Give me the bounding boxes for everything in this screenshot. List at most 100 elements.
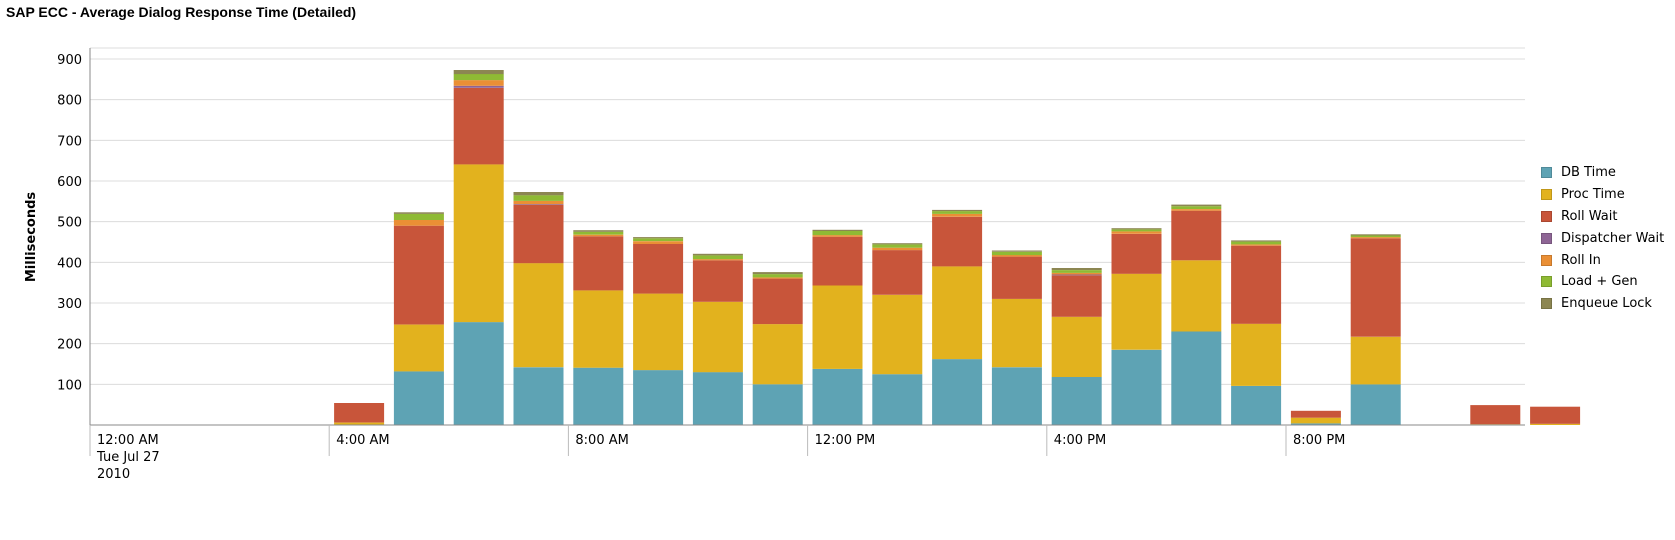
bar-segment-proc-time [991, 298, 1042, 368]
y-tick-label: 900 [57, 53, 82, 68]
bar-segment-roll-wait [991, 256, 1042, 299]
bar-segment-proc-time [752, 324, 803, 385]
bar-segment-roll-in [692, 259, 743, 261]
bar-segment-roll-in [991, 255, 1042, 257]
bar-segment-roll-in [812, 235, 863, 237]
bar-segment-db-time [1231, 386, 1282, 425]
bar-segment-db-time [1051, 377, 1102, 425]
legend-swatch [1541, 167, 1552, 179]
legend-item: Roll Wait [1541, 206, 1664, 228]
bar-segment-load-gen [752, 274, 803, 278]
bar-segment-db-time [692, 372, 743, 425]
bar-segment-roll-in [573, 234, 624, 237]
bar-segment-roll-wait [1231, 245, 1282, 324]
bar-segment-load-gen [573, 231, 624, 235]
legend-swatch [1541, 298, 1552, 310]
bar-segment-proc-time [1111, 273, 1162, 350]
y-axis-label: Milliseconds [24, 192, 39, 283]
bar-segment-load-gen [1111, 229, 1162, 232]
x-tick-label: 2010 [97, 467, 130, 482]
bar-segment-load-gen [633, 238, 684, 242]
bar-segment-enqueue-lock [1350, 234, 1401, 236]
bar-segment-roll-wait [334, 403, 385, 423]
y-tick-label: 600 [57, 175, 82, 190]
legend-item: DB Time [1541, 162, 1664, 184]
gridlines [90, 47, 1525, 385]
bar-segment-load-gen [393, 213, 444, 220]
axes [89, 48, 1525, 456]
bar-segment-db-time [1350, 384, 1401, 425]
bar-segment-roll-wait [453, 87, 504, 165]
bar-segment-enqueue-lock [453, 70, 504, 75]
bar-segment-roll-in [633, 241, 684, 244]
bar-segment-proc-time [453, 164, 504, 323]
legend-item: Enqueue Lock [1541, 293, 1664, 315]
bar-segment-proc-time [812, 285, 863, 369]
bar-segment-roll-wait [1350, 238, 1401, 337]
bar-segment-roll-wait [1530, 406, 1581, 424]
bar-segment-proc-time [1171, 260, 1222, 332]
bar-segment-roll-wait [513, 205, 564, 264]
y-tick-label: 100 [57, 378, 82, 393]
bar-segment-roll-wait [812, 236, 863, 286]
bar-segment-roll-in [513, 200, 564, 205]
bar-segment-db-time [633, 370, 684, 425]
bar-segment-roll-in [453, 80, 504, 86]
bar-segment-load-gen [1350, 235, 1401, 238]
bar-segment-load-gen [1171, 206, 1222, 209]
bar-segment-proc-time [1530, 423, 1581, 425]
bar-segment-proc-time [1051, 316, 1102, 377]
bar-segment-proc-time [1290, 417, 1341, 424]
y-tick-label: 400 [57, 256, 82, 271]
x-tick-label: 8:00 PM [1293, 433, 1345, 448]
bar-segment-load-gen [812, 231, 863, 236]
legend-label: DB Time [1561, 165, 1616, 181]
legend-label: Enqueue Lock [1561, 296, 1652, 312]
x-tick-label: 12:00 AM [97, 433, 159, 448]
legend-label: Load + Gen [1561, 274, 1638, 290]
bar-segment-roll-wait [1171, 210, 1222, 261]
bar-segment-enqueue-lock [991, 250, 1042, 252]
bar-segment-proc-time [1350, 336, 1401, 385]
bar-segment-db-time [573, 367, 624, 425]
bar-segment-load-gen [692, 255, 743, 260]
bar-segment-roll-wait [393, 225, 444, 325]
x-tick-label: 8:00 AM [575, 433, 628, 448]
bar-segment-proc-time [633, 293, 684, 371]
bar-segment-roll-wait [1111, 233, 1162, 274]
bar-segment-roll-in [393, 220, 444, 226]
bar-segment-db-time [872, 374, 923, 425]
bar-segment-enqueue-lock [633, 237, 684, 239]
bar-segment-db-time [752, 384, 803, 425]
bar-segment-enqueue-lock [752, 272, 803, 275]
bar-segment-load-gen [1051, 270, 1102, 273]
bars [334, 70, 1581, 425]
y-tick-label: 300 [57, 297, 82, 312]
legend-swatch [1541, 210, 1552, 222]
bar-segment-proc-time [692, 301, 743, 373]
bar-segment-enqueue-lock [1051, 268, 1102, 270]
bar-segment-roll-in [1231, 244, 1282, 246]
bar-segment-enqueue-lock [1231, 240, 1282, 242]
bar-segment-proc-time [393, 324, 444, 372]
bar-segment-dispatcher-wait [453, 85, 504, 88]
legend-swatch [1541, 254, 1552, 266]
legend-label: Proc Time [1561, 187, 1625, 203]
bar-segment-roll-in [932, 213, 983, 217]
bar-segment-roll-wait [692, 260, 743, 302]
legend-item: Roll In [1541, 249, 1664, 271]
bar-segment-enqueue-lock [393, 212, 444, 214]
x-tick-label: 4:00 PM [1054, 433, 1106, 448]
bar-segment-roll-in [1111, 231, 1162, 234]
bar-segment-roll-wait [633, 244, 684, 294]
bar-segment-enqueue-lock [872, 243, 923, 245]
bar-segment-roll-in [1350, 237, 1401, 239]
bar-segment-load-gen [872, 244, 923, 248]
bar-segment-load-gen [453, 74, 504, 81]
bar-segment-db-time [932, 359, 983, 425]
bar-segment-enqueue-lock [573, 230, 624, 232]
bar-segment-enqueue-lock [1111, 228, 1162, 230]
legend-label: Roll In [1561, 252, 1601, 268]
legend-item: Dispatcher Wait [1541, 227, 1664, 249]
bar-segment-db-time [453, 322, 504, 425]
